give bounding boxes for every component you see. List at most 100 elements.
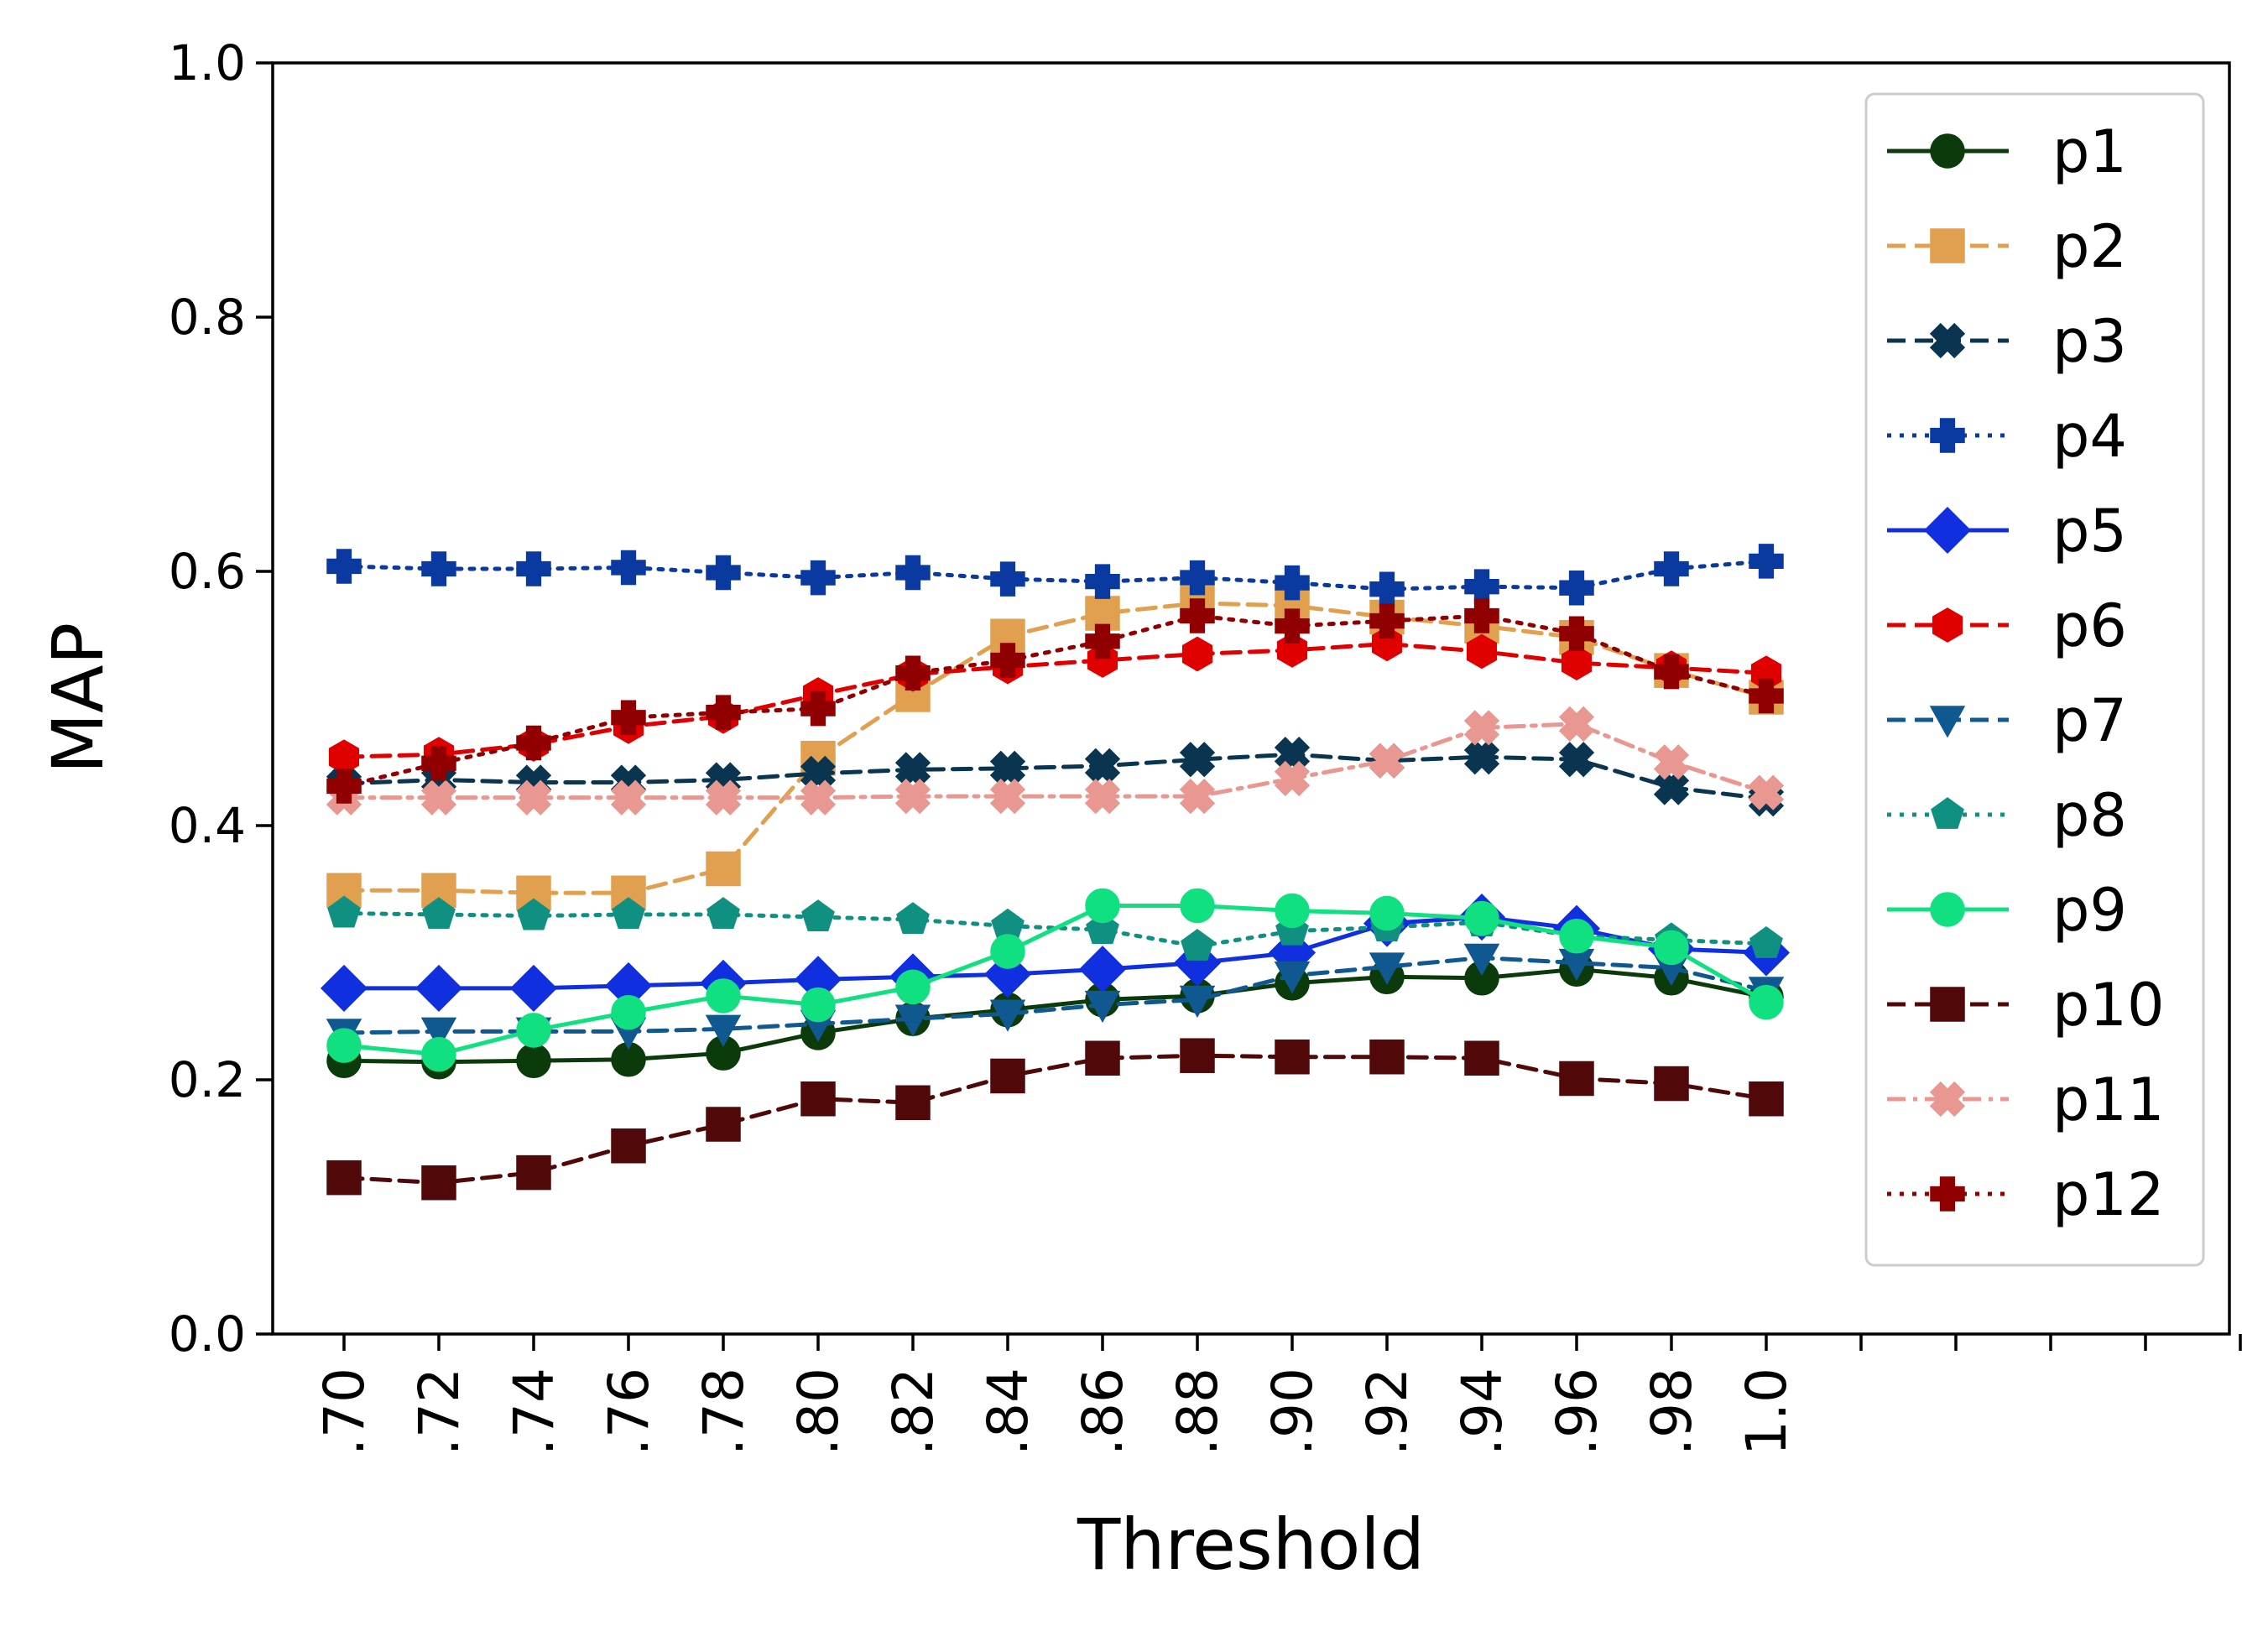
series-p9 [326,888,1784,1072]
data-point-p11 [1369,743,1405,779]
data-point-p12 [895,655,931,691]
data-point-p9 [706,978,741,1014]
data-point-p11 [705,779,742,816]
x-tick-label: .98 [1640,1368,1704,1456]
data-point-p10 [1275,1039,1310,1075]
x-tick-label: .72 [407,1368,472,1456]
legend-label: p4 [2052,402,2127,471]
legend-item-p9: p9 [1887,876,2127,945]
data-point-p12 [1464,598,1499,633]
data-point-p11 [1653,744,1690,780]
data-point-p9 [1749,984,1784,1020]
data-point-p9 [421,1036,456,1072]
series-line-p2 [342,601,1769,895]
data-point-p3 [1558,742,1595,778]
data-point-p11 [894,779,931,815]
data-point-p4 [800,560,836,596]
data-point-p12 [516,725,551,761]
data-point-p9 [1275,893,1310,929]
data-point-p10 [1180,1038,1215,1073]
data-point-p11 [1084,779,1121,815]
data-point-p12 [990,643,1025,678]
data-point-p9 [1654,930,1689,966]
data-point-p9 [1369,895,1405,931]
series-line-p12 [342,613,1769,789]
data-point-p8 [1181,928,1214,961]
x-tick-label: 1.0 [1734,1368,1799,1456]
data-point-p12 [1559,616,1594,651]
series-line-p3 [342,752,1769,801]
legend-marker [1930,133,1965,169]
data-point-p5 [509,964,558,1012]
legend: p1 p2 p3 p4 p5 p6 p7 p8 p9 p10 p11 p12 [1864,92,2205,1267]
data-point-p12 [1369,603,1405,638]
x-tick-label: .90 [1260,1368,1325,1456]
x-tick-label: .96 [1545,1368,1609,1456]
data-point-p7 [705,1014,742,1047]
y-tick-label: 0.0 [169,1305,246,1363]
data-point-p9 [990,934,1025,969]
data-point-p5 [414,964,463,1012]
axes-layer: 0.0 0.2 0.4 0.6 0.8 1.0 .70 .72 .74 .76 .78 .80 .82.… [169,34,2242,1456]
data-point-p10 [1749,1081,1784,1117]
data-point-p10 [1559,1061,1594,1097]
data-point-p12 [326,769,362,804]
legend-item-p3: p3 [1887,307,2127,376]
data-point-p8 [706,897,740,929]
plot-frame [271,61,2231,1336]
x-tick-label: .82 [881,1368,946,1456]
data-point-p4 [421,551,456,586]
data-point-p4 [1749,544,1784,579]
legend-marker [1930,228,1965,263]
data-point-p4 [706,555,741,591]
legend-label: p7 [2052,686,2127,755]
x-tick-label: .74 [502,1368,566,1456]
y-tick-label: 0.8 [169,289,246,346]
data-point-p7 [989,999,1026,1032]
legend-item-p5: p5 [1887,497,2127,565]
legend-item-p11: p11 [1887,1066,2165,1134]
data-point-p6 [1561,645,1593,680]
data-point-p6 [1181,636,1213,672]
data-point-p10 [1369,1039,1405,1075]
data-point-p7 [1179,985,1216,1019]
data-point-p4 [516,551,551,586]
data-point-p8 [327,895,361,928]
x-tick-label: .84 [976,1368,1040,1456]
data-point-p9 [1085,888,1120,924]
legend-label: p5 [2052,497,2127,565]
x-axis-label: Threshold [1077,1504,1425,1586]
legend-label: p9 [2052,876,2127,945]
data-point-p7 [1369,952,1405,985]
y-tick-label: 0.2 [169,1051,246,1108]
data-point-p10 [895,1085,931,1121]
data-point-p5 [320,964,368,1012]
data-point-p12 [1654,654,1689,690]
series-p4 [326,544,1784,607]
legend-marker [1929,322,1966,359]
data-point-p10 [990,1058,1025,1094]
data-point-p9 [800,987,836,1023]
series-line-p9 [342,903,1769,1057]
legend-label: p1 [2052,117,2127,186]
data-point-p4 [990,561,1025,597]
x-tick-label: .80 [786,1368,851,1456]
legend-item-p1: p1 [1887,117,2127,186]
series-line-p4 [342,559,1769,592]
legend-marker [1932,607,1963,643]
data-point-p12 [706,695,741,730]
x-tick-label: .78 [691,1368,756,1456]
legend-marker [1930,987,1965,1022]
x-tick-label: .76 [597,1368,661,1456]
data-point-p8 [801,899,835,932]
data-point-p8 [517,898,550,930]
data-point-p11 [610,779,647,816]
data-point-p10 [800,1081,836,1117]
data-point-p3 [1179,742,1216,778]
data-point-p11 [800,779,837,816]
y-tick-label: 1.0 [169,34,246,91]
data-point-p4 [1180,560,1215,596]
legend-marker [1923,506,1972,555]
x-tick-label: .86 [1071,1368,1135,1456]
